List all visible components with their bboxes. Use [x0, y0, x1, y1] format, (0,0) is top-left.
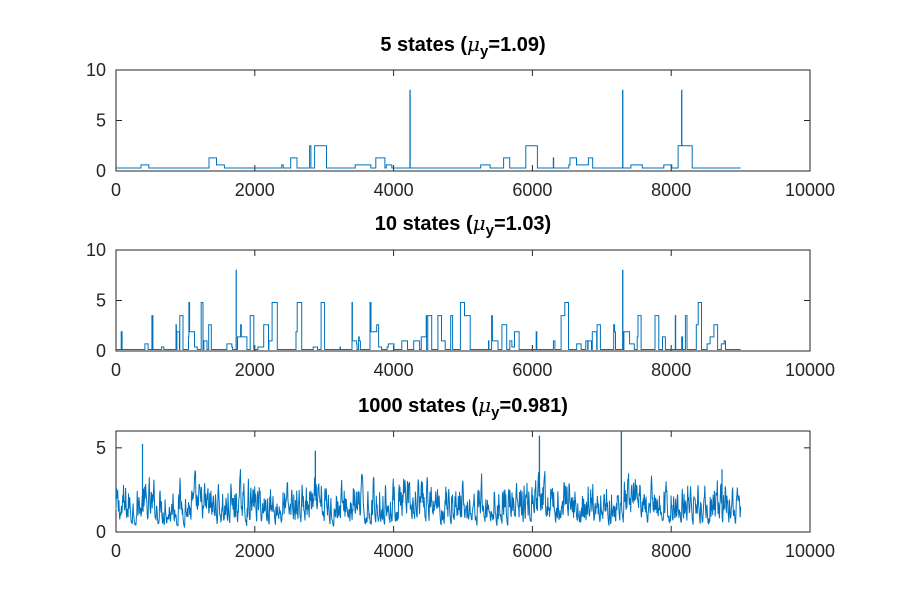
y-tick-label: 10 — [86, 240, 106, 260]
x-tick-label: 10000 — [785, 360, 835, 380]
x-tick-label: 4000 — [374, 180, 414, 200]
x-tick-label: 2000 — [235, 541, 275, 561]
y-tick-label: 0 — [96, 522, 106, 542]
plot-title: 5 states (μy=1.09) — [116, 32, 810, 60]
title-prefix: 1000 states ( — [358, 395, 479, 417]
y-tick-label: 0 — [96, 161, 106, 181]
y-tick-label: 0 — [96, 341, 106, 361]
y-tick-label: 5 — [96, 438, 106, 458]
mu-subscript: y — [491, 404, 500, 421]
x-tick-label: 0 — [111, 541, 121, 561]
mu-symbol: μ — [478, 393, 492, 417]
x-tick-label: 8000 — [651, 360, 691, 380]
y-tick-label: 10 — [86, 60, 106, 80]
mu-subscript: y — [480, 43, 489, 60]
x-tick-label: 0 — [111, 180, 121, 200]
x-tick-label: 10000 — [785, 541, 835, 561]
y-tick-label: 5 — [96, 291, 106, 311]
x-tick-label: 8000 — [651, 180, 691, 200]
x-tick-label: 6000 — [512, 180, 552, 200]
plot-title: 10 states (μy=1.03) — [116, 211, 810, 239]
x-tick-label: 6000 — [512, 360, 552, 380]
x-tick-label: 4000 — [374, 360, 414, 380]
title-prefix: 5 states ( — [380, 34, 468, 56]
series-line — [115, 430, 742, 529]
x-tick-label: 0 — [111, 360, 121, 380]
mu-subscript: y — [485, 222, 494, 239]
series-line — [116, 269, 741, 350]
x-tick-label: 2000 — [235, 180, 275, 200]
series-line — [116, 89, 741, 169]
x-tick-label: 10000 — [785, 180, 835, 200]
title-suffix: =1.03) — [493, 213, 552, 235]
mu-symbol: μ — [472, 211, 486, 235]
axes-box — [115, 249, 811, 352]
mu-symbol: μ — [467, 32, 481, 56]
title-prefix: 10 states ( — [374, 213, 473, 235]
x-tick-label: 8000 — [651, 541, 691, 561]
plot-title: 1000 states (μy=0.981) — [116, 393, 810, 421]
x-tick-label: 2000 — [235, 360, 275, 380]
axes-box — [115, 69, 811, 172]
x-tick-label: 4000 — [374, 541, 414, 561]
x-tick-label: 6000 — [512, 541, 552, 561]
title-suffix: =0.981) — [499, 395, 568, 417]
y-tick-label: 5 — [96, 111, 106, 131]
title-suffix: =1.09) — [488, 34, 546, 56]
